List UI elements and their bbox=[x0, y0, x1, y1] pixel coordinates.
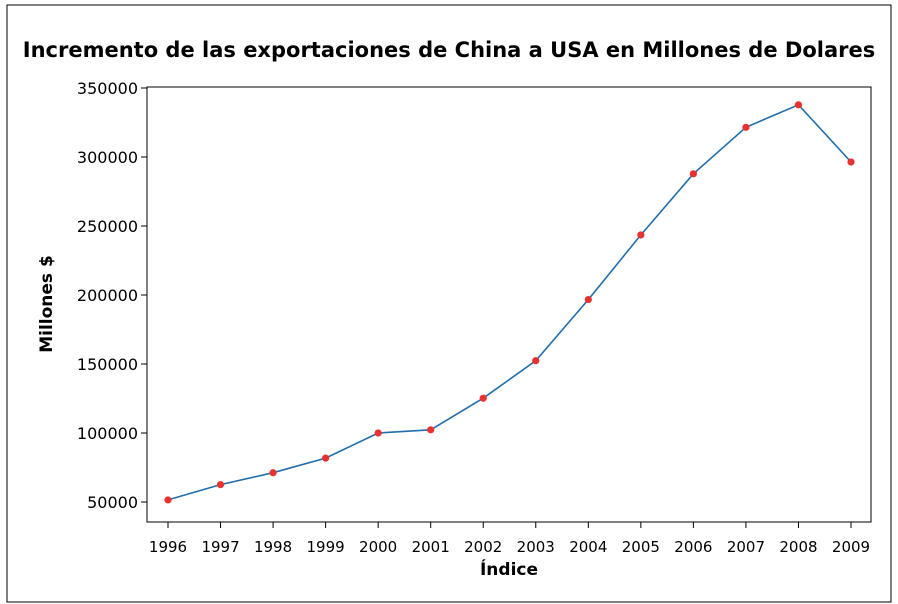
y-tick-label: 150000 bbox=[77, 355, 138, 374]
data-point bbox=[322, 454, 330, 462]
data-point bbox=[164, 496, 172, 504]
y-axis-label: Millones $ bbox=[37, 255, 57, 353]
y-tick-label: 250000 bbox=[77, 217, 138, 236]
chart-title: Incremento de las exportaciones de China… bbox=[23, 38, 875, 62]
x-tick-label: 2005 bbox=[622, 538, 660, 556]
y-axis: 50000 100000 150000 200000 250000 300000 35000… bbox=[77, 79, 147, 512]
y-tick-label: 350000 bbox=[77, 79, 138, 98]
data-point bbox=[637, 231, 645, 239]
x-axis: 1996 1997 1998 1999 2000 2001 2002 2003 2004 2005… bbox=[149, 522, 870, 556]
series-markers bbox=[164, 101, 855, 504]
x-tick-label: 2001 bbox=[412, 538, 450, 556]
data-point bbox=[532, 357, 540, 365]
x-tick-label: 2007 bbox=[727, 538, 765, 556]
y-tick-label: 200000 bbox=[77, 286, 138, 305]
x-tick-label: 2000 bbox=[359, 538, 397, 556]
x-tick-label: 1997 bbox=[201, 538, 239, 556]
x-axis-label: Índice bbox=[480, 558, 538, 580]
x-tick-label: 2008 bbox=[779, 538, 817, 556]
y-tick-label: 100000 bbox=[77, 424, 138, 443]
x-tick-label: 2002 bbox=[464, 538, 502, 556]
x-tick-label: 1999 bbox=[307, 538, 345, 556]
x-tick-label: 1998 bbox=[254, 538, 292, 556]
y-tick-label: 50000 bbox=[87, 493, 138, 512]
x-tick-label: 1996 bbox=[149, 538, 187, 556]
data-point bbox=[216, 481, 225, 489]
series-line bbox=[167, 103, 852, 501]
data-point bbox=[689, 170, 697, 178]
x-tick-label: 2009 bbox=[832, 538, 870, 556]
data-point bbox=[427, 426, 435, 434]
y-tick-label: 300000 bbox=[77, 148, 138, 167]
data-point bbox=[269, 469, 277, 477]
data-point bbox=[584, 295, 592, 304]
x-tick-label: 2004 bbox=[569, 538, 607, 556]
data-point bbox=[794, 101, 803, 109]
x-tick-label: 2006 bbox=[674, 538, 712, 556]
data-point bbox=[742, 123, 750, 131]
data-point bbox=[847, 158, 855, 166]
plot-area bbox=[146, 86, 872, 523]
data-point bbox=[479, 394, 487, 402]
data-point bbox=[374, 429, 382, 437]
x-tick-label: 2003 bbox=[517, 538, 555, 556]
